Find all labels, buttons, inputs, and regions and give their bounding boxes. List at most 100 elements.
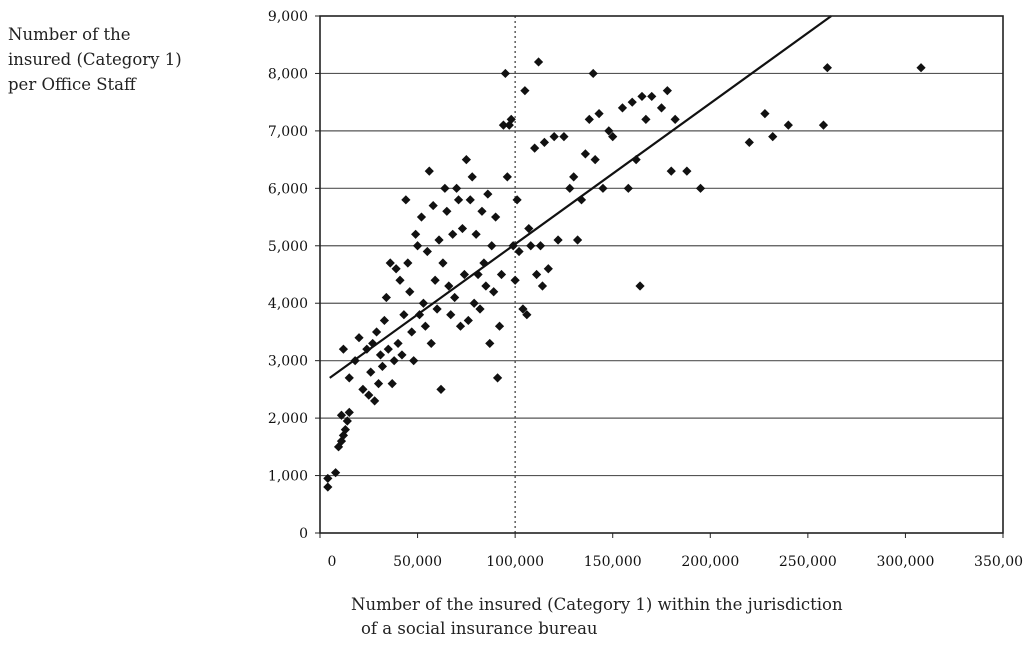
- plot-frame: [319, 15, 1004, 534]
- data-point: [469, 298, 479, 308]
- data-point: [416, 212, 427, 222]
- data-point: [440, 183, 450, 193]
- data-point: [491, 212, 501, 222]
- data-point: [637, 91, 647, 102]
- data-point: [512, 195, 522, 205]
- data-point: [422, 246, 432, 257]
- x-tick-label: 100,000: [486, 554, 544, 570]
- data-point: [411, 229, 421, 239]
- data-point: [371, 327, 382, 337]
- data-point: [407, 327, 417, 337]
- data-point: [373, 379, 384, 389]
- data-point: [481, 281, 491, 291]
- trend-line: [329, 15, 832, 379]
- data-point: [438, 258, 448, 268]
- data-point: [580, 149, 590, 159]
- data-point: [598, 183, 608, 193]
- data-point: [576, 195, 587, 205]
- data-point: [500, 68, 510, 79]
- data-point: [533, 57, 544, 67]
- data-point: [498, 120, 509, 130]
- data-point: [389, 356, 399, 366]
- trend-line-segment: [329, 15, 832, 379]
- data-point: [539, 137, 550, 147]
- data-point: [366, 367, 376, 377]
- data-point: [338, 430, 349, 440]
- data-point: [414, 310, 425, 320]
- data-point: [572, 235, 583, 245]
- data-point: [426, 338, 436, 349]
- data-point: [537, 281, 548, 291]
- y-tick-label: 2,000: [268, 411, 308, 427]
- x-axis-label-line-1: Number of the insured (Category 1) withi…: [351, 595, 843, 614]
- data-point: [452, 183, 462, 193]
- data-point: [471, 229, 481, 239]
- data-point: [822, 63, 832, 73]
- data-point: [424, 166, 434, 176]
- y-tick-labels: 0 1,000 2,000 3,000 4,000 5,000 6,000 7,000 8,00…: [268, 9, 320, 542]
- y-tick-label: 5,000: [268, 239, 308, 255]
- data-point: [768, 132, 778, 142]
- data-point: [434, 235, 444, 245]
- data-point: [477, 206, 487, 216]
- data-point: [399, 310, 409, 320]
- data-point: [368, 338, 378, 349]
- data-point: [623, 183, 633, 193]
- data-point: [467, 172, 477, 182]
- data-point: [617, 103, 628, 113]
- x-tick-label: 300,000: [876, 554, 934, 570]
- data-point: [342, 416, 352, 426]
- data-point: [760, 109, 770, 119]
- y-tick-label: 9,000: [268, 9, 308, 25]
- x-tick-label: 150,000: [584, 554, 642, 570]
- data-point: [487, 241, 497, 251]
- y-tick-label: 4,000: [268, 296, 308, 312]
- y-axis-label-line-3: per Office Staff: [8, 75, 136, 94]
- data-point: [489, 287, 499, 297]
- data-point: [584, 114, 594, 124]
- data-point: [446, 310, 456, 320]
- x-tick-label: 0: [328, 554, 337, 570]
- y-tick-label: 3,000: [268, 354, 308, 370]
- data-point: [358, 384, 368, 394]
- data-point: [395, 275, 405, 285]
- data-point: [387, 379, 397, 389]
- data-point: [744, 137, 754, 147]
- data-point: [608, 132, 618, 142]
- y-axis-label-line-2: insured (Category 1): [8, 50, 182, 69]
- data-point: [338, 344, 349, 354]
- data-point: [656, 103, 667, 113]
- data-point: [370, 396, 380, 406]
- data-point: [569, 172, 579, 182]
- y-tick-label: 8,000: [268, 66, 308, 82]
- data-point: [385, 258, 395, 268]
- data-point: [323, 482, 333, 492]
- data-point: [510, 275, 520, 285]
- data-point: [391, 264, 401, 274]
- data-point: [405, 287, 415, 297]
- data-point: [647, 91, 657, 102]
- data-point: [635, 281, 645, 291]
- data-point: [448, 229, 458, 239]
- data-point: [559, 132, 569, 142]
- data-point: [666, 166, 676, 176]
- data-point: [524, 223, 534, 234]
- data-point: [565, 183, 575, 193]
- data-point: [418, 298, 429, 308]
- data-point: [783, 120, 793, 130]
- data-point: [518, 304, 528, 314]
- data-point: [553, 235, 563, 245]
- x-axis-label: Number of the insured (Category 1) withi…: [351, 593, 1023, 641]
- y-tick-label: 0: [299, 526, 308, 542]
- y-axis-label-line-1: Number of the: [8, 25, 131, 44]
- data-point: [641, 114, 651, 124]
- data-point: [436, 384, 446, 394]
- data-point: [377, 361, 388, 372]
- data-point: [455, 321, 466, 331]
- data-point: [818, 120, 829, 130]
- data-point: [403, 258, 413, 268]
- data-point: [453, 195, 464, 205]
- data-point: [670, 114, 680, 124]
- data-point: [530, 143, 540, 153]
